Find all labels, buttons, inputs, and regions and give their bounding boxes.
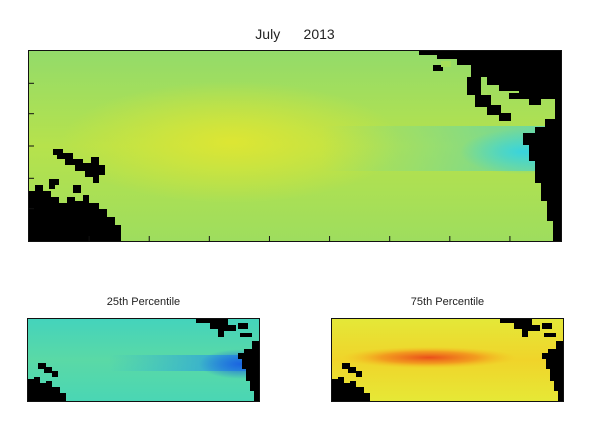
main-map-land-sw-island [53,149,105,183]
main-map-land-ne-coast [467,77,511,121]
p75-chart-title: 75th Percentile [410,296,485,308]
main-chart-title: July 2013 [255,26,335,42]
p75-map-svg [332,319,563,401]
main-map-land-sw [29,185,121,241]
p75-map-land-sw [332,363,370,401]
main-map-land-east [523,51,561,241]
p25-map-svg [28,319,259,401]
p25-chart-title: 25th Percentile [106,296,181,308]
p25-map-land-sw [28,363,66,401]
main-map-land-sw-small [49,179,81,193]
p25-map-cool-east [28,319,259,401]
p75-sst-map [331,318,564,402]
main-map-svg [29,51,561,241]
main-map-gap [441,61,451,67]
p75-map-warm-core [332,319,563,401]
p25-map-land-east [196,319,259,401]
main-sst-map [28,50,562,242]
p75-map-land-east [500,319,563,401]
main-map-land-ne [419,51,561,107]
main-map-cool-east [29,51,561,241]
p25-sst-map [27,318,260,402]
